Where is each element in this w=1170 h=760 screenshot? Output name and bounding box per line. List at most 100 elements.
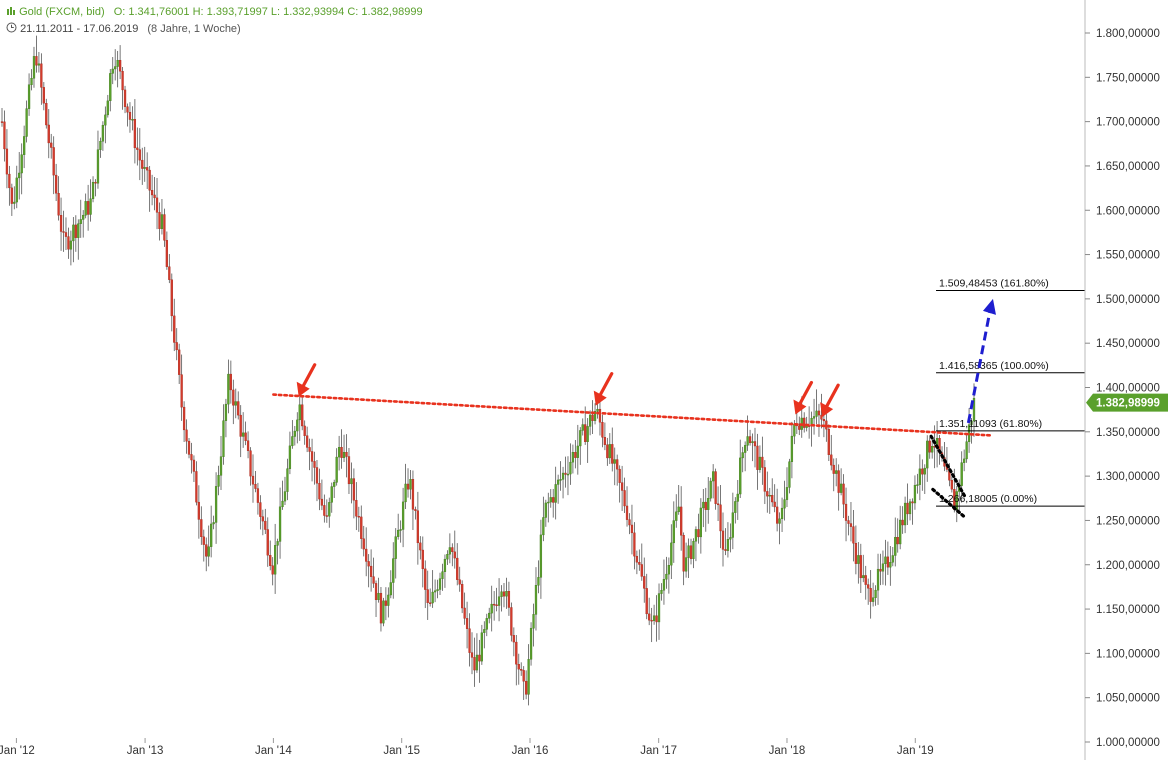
candle-body (347, 456, 351, 485)
candle-body (780, 507, 784, 520)
candle-body (0, 121, 4, 123)
candle-body (657, 593, 661, 623)
candle-body (310, 451, 314, 462)
bar-chart-icon (6, 6, 19, 18)
candle-body (419, 542, 422, 551)
candle-body (32, 56, 36, 79)
candle-body (483, 629, 486, 633)
candle-body (416, 510, 420, 544)
candle-body (638, 562, 641, 565)
candle-body (123, 89, 127, 107)
candle-body (426, 589, 429, 603)
y-tick-label: 1.300,00000 (1096, 471, 1160, 483)
candle-body (165, 240, 169, 267)
candle-body (293, 430, 296, 437)
candle-body (707, 498, 710, 510)
red-arrow (793, 380, 814, 415)
chart-header-instrument: Gold (FXCM, bid) O: 1.341,76001 H: 1.393… (6, 6, 423, 18)
candle-body (269, 555, 272, 566)
candle-body (77, 223, 80, 238)
candle-body (461, 584, 464, 609)
candle-body (234, 401, 237, 406)
candle-body (561, 472, 565, 480)
red-arrow (296, 363, 317, 397)
candle-body (913, 484, 917, 504)
candle-body (377, 592, 380, 600)
candle-body (155, 197, 159, 213)
candle-body (86, 201, 90, 215)
candle-body (94, 181, 97, 184)
wedge-upper-line (929, 434, 968, 500)
candle-body (195, 471, 198, 503)
candle-body (593, 411, 597, 421)
candle-body (104, 114, 107, 126)
candle-body (187, 440, 191, 455)
candle-body (399, 529, 402, 531)
x-tick-label: Jan '19 (897, 745, 934, 757)
projection-arrow-head (982, 298, 996, 315)
candle-body (771, 495, 774, 503)
y-tick-label: 1.350,00000 (1096, 427, 1160, 439)
candle-body (923, 467, 926, 475)
last-price-badge-label: 1.382,98999 (1096, 398, 1160, 410)
red-arrow-head (593, 390, 607, 406)
red-arrow-shaft (796, 380, 814, 409)
candle-body (13, 201, 16, 204)
candle-body (571, 452, 575, 463)
x-tick-label: Jan '17 (640, 745, 677, 757)
red-arrow-shaft (597, 372, 614, 400)
candle-body (146, 167, 149, 171)
last-price-badge: 1.382,98999 (1086, 393, 1168, 412)
candle-body (318, 483, 321, 500)
candle-body (175, 342, 178, 351)
candle-body (596, 408, 599, 412)
candle-body (227, 373, 230, 405)
candle-body (849, 523, 853, 527)
candle-body (648, 613, 651, 621)
candle-body (601, 422, 604, 438)
candle-body (342, 452, 346, 458)
candle-body (660, 590, 663, 594)
candle-body (867, 584, 870, 589)
candle-body (650, 619, 653, 622)
candle-body (675, 511, 678, 521)
candle-body (630, 524, 634, 534)
candle-body (55, 174, 58, 194)
x-tick-label: Jan '13 (127, 745, 164, 757)
candle-body (926, 440, 929, 469)
candle-body (891, 555, 894, 563)
candle-body (820, 414, 823, 420)
candle-body (817, 410, 821, 416)
candle-body (25, 108, 28, 137)
candle-body (716, 503, 720, 506)
candle-body (576, 445, 579, 458)
candle-body (438, 578, 442, 590)
red-arrow (820, 383, 840, 418)
y-tick-label: 1.550,00000 (1096, 250, 1160, 262)
candle-body (431, 591, 434, 604)
candle-body (384, 600, 388, 606)
candle-body (446, 554, 449, 560)
candle-body (790, 435, 794, 462)
candle-body (559, 479, 562, 481)
resistance-trendline (272, 393, 992, 437)
candle-body (552, 497, 555, 503)
candle-body (839, 483, 843, 493)
candle-body (670, 542, 673, 566)
candle-body (362, 538, 365, 550)
y-tick-label: 1.650,00000 (1096, 161, 1160, 173)
candle-body (207, 546, 210, 557)
candle-body (37, 63, 41, 66)
candle-body (190, 454, 193, 461)
candle-body (150, 189, 154, 196)
fib-level-label: 1.266,18005 (0.00%) (939, 493, 1037, 505)
candle-body (965, 441, 968, 460)
candle-body (3, 121, 6, 150)
candle-body (837, 470, 840, 493)
candle-body (886, 556, 890, 568)
candle-body (832, 464, 835, 474)
candle-body (259, 502, 262, 517)
candle-body (276, 541, 279, 546)
candle-body (148, 169, 151, 191)
